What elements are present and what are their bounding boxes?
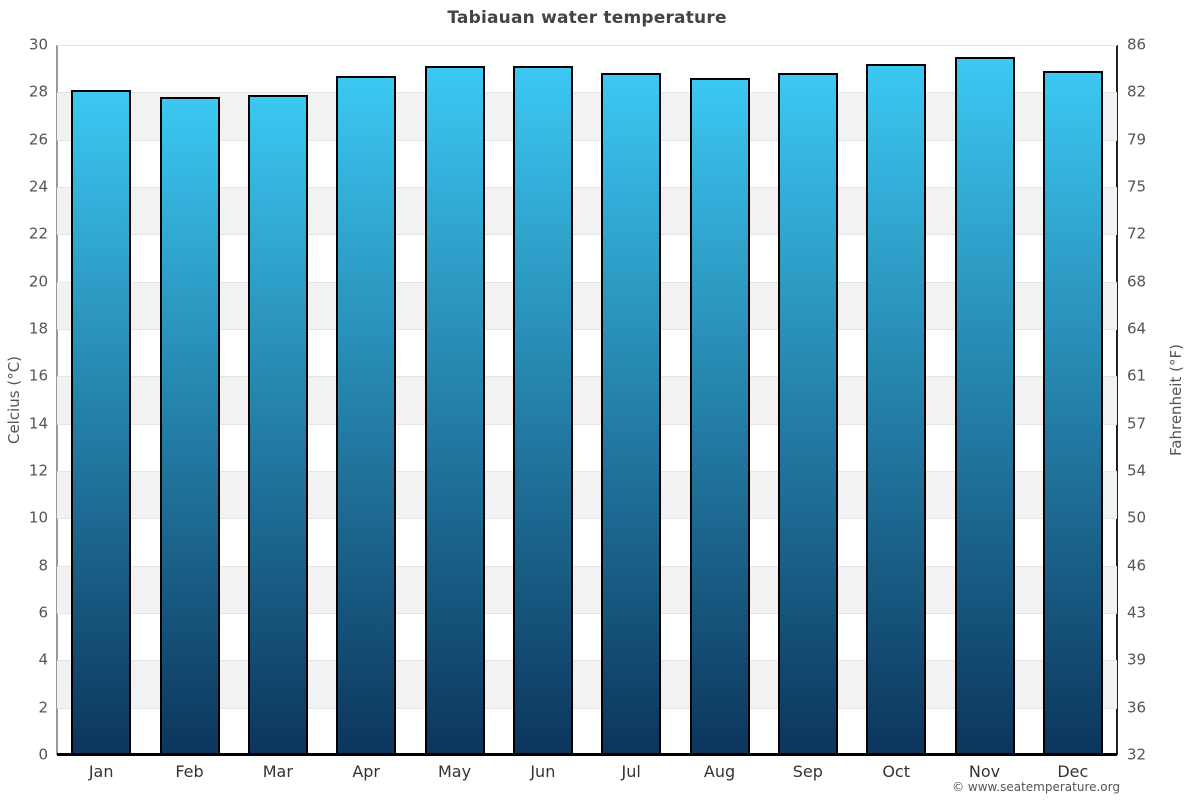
celsius-tick-8: 8 [38, 556, 48, 575]
fahrenheit-tick-43: 43 [1127, 603, 1147, 622]
celsius-tick-16: 16 [28, 366, 48, 385]
fahrenheit-tick-61: 61 [1127, 366, 1147, 385]
celsius-tick-26: 26 [28, 130, 48, 149]
gridline [57, 423, 1117, 425]
gridline [57, 471, 1117, 472]
gridline [57, 660, 1117, 662]
fahrenheit-tick-46: 46 [1127, 556, 1147, 575]
bar-apr[interactable] [336, 75, 397, 755]
celsius-tick-30: 30 [28, 35, 48, 54]
bar-sep[interactable] [777, 73, 838, 755]
month-label-feb: Feb [175, 762, 204, 781]
copyright-credit: © www.seatemperature.org [952, 780, 1120, 794]
month-label-jan: Jan [88, 762, 114, 781]
fahrenheit-tick-68: 68 [1127, 272, 1147, 291]
celsius-tick-2: 2 [38, 698, 48, 717]
background-band [57, 660, 1117, 708]
bar-oct[interactable] [866, 63, 927, 755]
chart-title: Tabiauan water temperature [447, 8, 727, 28]
fahrenheit-tick-86: 86 [1127, 35, 1147, 54]
celsius-tick-28: 28 [28, 82, 48, 101]
gridline [57, 92, 1117, 94]
fahrenheit-tick-50: 50 [1127, 508, 1147, 527]
gridline [57, 565, 1117, 567]
gridline [57, 707, 1117, 709]
x-axis-line [57, 753, 1117, 756]
bar-jan[interactable] [71, 89, 132, 755]
gridline [57, 45, 1117, 46]
month-label-jun: Jun [530, 762, 556, 781]
bar-jun[interactable] [512, 66, 573, 755]
month-label-nov: Nov [968, 762, 1001, 781]
background-band [57, 565, 1117, 613]
fahrenheit-tick-72: 72 [1127, 224, 1147, 243]
bar-dec[interactable] [1042, 71, 1103, 755]
gridline [57, 281, 1117, 283]
fahrenheit-tick-39: 39 [1127, 650, 1147, 669]
celsius-tick-10: 10 [28, 508, 48, 527]
bar-mar[interactable] [247, 94, 308, 755]
fahrenheit-tick-64: 64 [1127, 319, 1147, 338]
background-band [57, 187, 1117, 235]
plot-area [56, 45, 1118, 756]
gridline [57, 234, 1117, 236]
celsius-tick-22: 22 [28, 224, 48, 243]
celsius-tick-12: 12 [28, 461, 48, 480]
gridline [57, 613, 1117, 614]
background-band [57, 92, 1117, 140]
gridline [57, 139, 1117, 141]
bar-nov[interactable] [954, 56, 1015, 755]
celsius-tick-18: 18 [28, 319, 48, 338]
fahrenheit-tick-57: 57 [1127, 414, 1147, 433]
fahrenheit-tick-79: 79 [1127, 130, 1147, 149]
celsius-tick-4: 4 [38, 650, 48, 669]
celsius-tick-0: 0 [38, 745, 48, 764]
month-label-may: May [437, 762, 472, 781]
month-label-dec: Dec [1057, 762, 1089, 781]
fahrenheit-tick-75: 75 [1127, 177, 1147, 196]
celsius-tick-24: 24 [28, 177, 48, 196]
month-label-sep: Sep [792, 762, 823, 781]
background-band [57, 376, 1117, 424]
month-label-oct: Oct [882, 762, 910, 781]
background-band [57, 471, 1117, 519]
bar-feb[interactable] [159, 97, 220, 755]
fahrenheit-tick-36: 36 [1127, 698, 1147, 717]
celsius-tick-20: 20 [28, 272, 48, 291]
month-label-mar: Mar [262, 762, 293, 781]
gridline [57, 376, 1117, 378]
month-label-jul: Jul [621, 762, 641, 781]
fahrenheit-tick-32: 32 [1127, 745, 1147, 764]
gridline [57, 329, 1117, 330]
background-band [57, 281, 1117, 329]
month-label-aug: Aug [703, 762, 736, 781]
gridline [57, 187, 1117, 188]
fahrenheit-axis-line [1116, 45, 1118, 755]
celsius-tick-14: 14 [28, 414, 48, 433]
fahrenheit-tick-54: 54 [1127, 461, 1147, 480]
fahrenheit-tick-82: 82 [1127, 82, 1147, 101]
gridline [57, 518, 1117, 520]
bar-jul[interactable] [601, 73, 662, 755]
month-label-apr: Apr [352, 762, 380, 781]
fahrenheit-axis-title: Fahrenheit (°F) [1167, 344, 1185, 456]
bar-aug[interactable] [689, 78, 750, 755]
celsius-tick-6: 6 [38, 603, 48, 622]
bar-may[interactable] [424, 66, 485, 755]
